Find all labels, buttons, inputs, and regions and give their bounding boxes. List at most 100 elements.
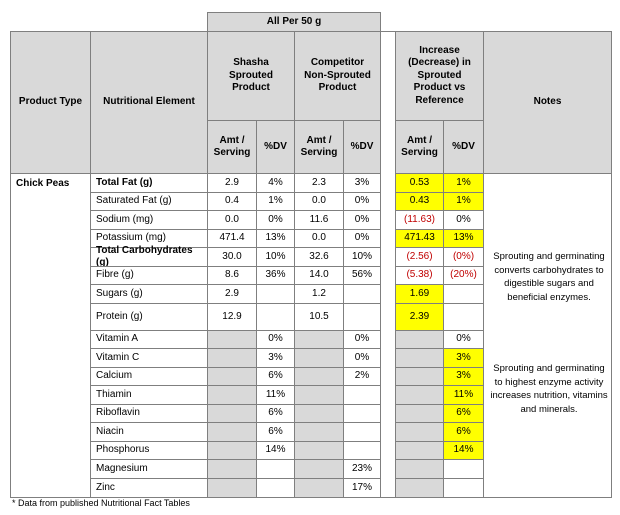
dv-cell: 0% [256,210,295,230]
amount-cell [294,348,344,368]
note: Sprouting and germinating converts carbo… [493,251,605,303]
dv-cell: 13% [256,229,295,248]
dv-cell [256,284,295,304]
amount-cell: 471.43 [395,229,444,248]
dv-cell: 0% [343,210,381,230]
amount-cell [395,348,444,368]
amount-cell [395,367,444,386]
dv-cell: (20%) [443,266,484,285]
amount-cell [294,404,344,423]
subheader: %DV [343,120,381,174]
amount-cell: (11.63) [395,210,444,230]
amount-cell: 32.6 [294,247,344,267]
dv-cell: 6% [443,422,484,442]
header-increase: Increase (Decrease) in Sprouted Product … [395,31,484,121]
dv-cell: 10% [256,247,295,267]
amount-cell [207,422,257,442]
group-header: All Per 50 g [207,12,381,32]
nutritional-element: Sodium (mg) [90,210,208,230]
dv-cell [443,284,484,304]
amount-cell [207,404,257,423]
amount-cell [395,478,444,498]
gap-column [380,31,396,498]
amount-cell: 471.4 [207,229,257,248]
dv-cell: 0% [256,330,295,349]
dv-cell [343,284,381,304]
notes-cell: Sprouting and germinating converts carbo… [483,173,612,498]
amount-cell: 2.3 [294,173,344,193]
amount-cell [207,385,257,405]
dv-cell: 0% [343,348,381,368]
amount-cell: 12.9 [207,303,257,331]
dv-cell: 23% [343,459,381,479]
dv-cell: 10% [343,247,381,267]
amount-cell: 10.5 [294,303,344,331]
nutritional-element: Vitamin C [90,348,208,368]
dv-cell [256,478,295,498]
nutritional-element: Total Fat (g) [90,173,208,193]
dv-cell: 11% [443,385,484,405]
dv-cell: (0%) [443,247,484,267]
dv-cell [343,441,381,460]
dv-cell: 14% [256,441,295,460]
amount-cell [294,422,344,442]
amount-cell [294,441,344,460]
dv-cell: 6% [256,422,295,442]
dv-cell: 2% [343,367,381,386]
nutritional-element: Protein (g) [90,303,208,331]
subheader: Amt / Serving [207,120,257,174]
dv-cell: 6% [443,404,484,423]
dv-cell [343,385,381,405]
amount-cell: 2.39 [395,303,444,331]
dv-cell: 13% [443,229,484,248]
amount-cell: (5.38) [395,266,444,285]
amount-cell [395,385,444,405]
dv-cell: 0% [343,229,381,248]
amount-cell [294,330,344,349]
amount-cell: 0.0 [207,210,257,230]
nutritional-element: Total Carbohydrates (g) [90,245,208,268]
dv-cell [443,478,484,498]
header-notes: Notes [483,31,612,174]
nutritional-element: Thiamin [90,385,208,405]
dv-cell: 0% [343,192,381,211]
amount-cell [207,459,257,479]
amount-cell [395,441,444,460]
subheader: Amt / Serving [294,120,344,174]
nutritional-element: Zinc [90,478,208,498]
dv-cell: 6% [256,404,295,423]
amount-cell: (2.56) [395,247,444,267]
dv-cell: 6% [256,367,295,386]
nutritional-element: Sugars (g) [90,284,208,304]
dv-cell: 3% [443,367,484,386]
nutritional-element: Vitamin A [90,330,208,349]
amount-cell [294,385,344,405]
amount-cell [395,404,444,423]
amount-cell: 0.0 [294,192,344,211]
nutritional-element: Niacin [90,422,208,442]
amount-cell: 30.0 [207,247,257,267]
nutritional-element: Magnesium [90,459,208,479]
amount-cell [207,367,257,386]
amount-cell [207,330,257,349]
amount-cell [395,422,444,442]
product-type: Chick Peas [10,173,91,498]
dv-cell: 4% [256,173,295,193]
dv-cell: 3% [443,348,484,368]
subheader: %DV [443,120,484,174]
dv-cell: 14% [443,441,484,460]
amount-cell: 2.9 [207,173,257,193]
amount-cell: 0.53 [395,173,444,193]
dv-cell: 11% [256,385,295,405]
dv-cell: 1% [256,192,295,211]
amount-cell [294,367,344,386]
note: Sprouting and germinating to highest enz… [490,363,608,415]
dv-cell [443,303,484,331]
dv-cell: 0% [443,210,484,230]
dv-cell [343,404,381,423]
amount-cell: 1.2 [294,284,344,304]
amount-cell: 8.6 [207,266,257,285]
dv-cell: 17% [343,478,381,498]
dv-cell: 0% [443,330,484,349]
